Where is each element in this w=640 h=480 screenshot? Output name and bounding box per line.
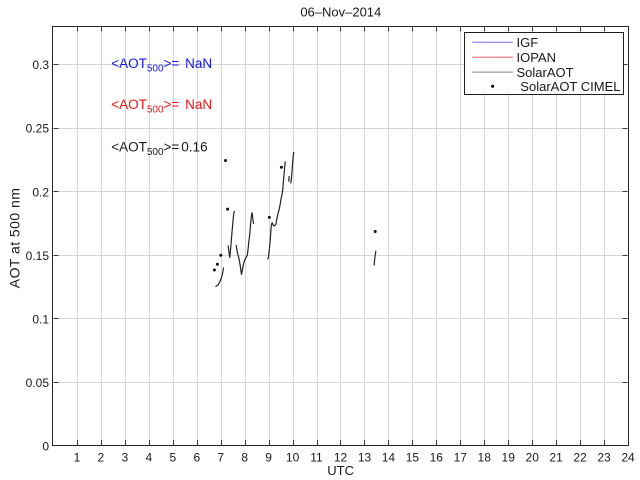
svg-text:8: 8: [241, 450, 248, 464]
svg-text:13: 13: [358, 450, 372, 464]
svg-text:0.1: 0.1: [32, 312, 49, 326]
svg-text:SolarAOT: SolarAOT: [517, 65, 574, 80]
svg-text:10: 10: [286, 450, 300, 464]
svg-text:7: 7: [217, 450, 224, 464]
svg-text:14: 14: [382, 450, 396, 464]
svg-text:4: 4: [145, 450, 152, 464]
svg-text:9: 9: [265, 450, 272, 464]
svg-text:0: 0: [42, 440, 49, 454]
svg-text:15: 15: [406, 450, 420, 464]
svg-text:<AOT500>=NaN: <AOT500>= NaN: [111, 56, 212, 75]
svg-text:18: 18: [478, 450, 492, 464]
svg-text:16: 16: [430, 450, 444, 464]
svg-text:1: 1: [74, 450, 81, 464]
svg-text:0.15: 0.15: [26, 249, 50, 263]
svg-text:0.2: 0.2: [32, 185, 49, 199]
svg-text:06–Nov–2014: 06–Nov–2014: [300, 5, 381, 20]
svg-text:11: 11: [310, 450, 323, 464]
svg-text:<AOT500>=0.16: <AOT500>= 0.16: [111, 140, 207, 159]
svg-text:5: 5: [169, 450, 176, 464]
svg-text:20: 20: [526, 450, 540, 464]
svg-text:2: 2: [98, 450, 105, 464]
svg-text:21: 21: [549, 450, 563, 464]
svg-text:IOPAN: IOPAN: [517, 50, 557, 65]
svg-text:IGF: IGF: [517, 35, 539, 50]
svg-text:24: 24: [621, 450, 635, 464]
svg-text:19: 19: [502, 450, 516, 464]
svg-text:0.05: 0.05: [26, 376, 50, 390]
svg-text:12: 12: [334, 450, 348, 464]
svg-text:UTC: UTC: [327, 463, 354, 478]
svg-text:3: 3: [122, 450, 129, 464]
svg-text:0.25: 0.25: [26, 122, 50, 136]
svg-text:0.3: 0.3: [32, 58, 49, 72]
svg-text:6: 6: [193, 450, 200, 464]
svg-text:17: 17: [454, 450, 468, 464]
svg-text:AOT at 500 nm: AOT at 500 nm: [6, 188, 22, 289]
svg-text:<AOT500>=NaN: <AOT500>= NaN: [111, 97, 212, 116]
svg-text:SolarAOT CIMEL: SolarAOT CIMEL: [520, 79, 620, 94]
svg-text:22: 22: [573, 450, 587, 464]
svg-text:23: 23: [597, 450, 611, 464]
